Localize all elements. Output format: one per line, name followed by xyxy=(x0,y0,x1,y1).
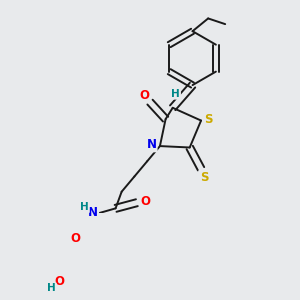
Text: H: H xyxy=(47,284,56,293)
Text: H: H xyxy=(80,202,89,212)
Text: S: S xyxy=(200,171,208,184)
Text: O: O xyxy=(55,275,65,288)
Text: N: N xyxy=(88,206,98,219)
Text: H: H xyxy=(171,88,180,99)
Text: O: O xyxy=(70,232,80,245)
Text: N: N xyxy=(146,138,156,151)
Text: S: S xyxy=(204,112,212,126)
Text: O: O xyxy=(140,195,150,208)
Text: O: O xyxy=(139,88,149,101)
